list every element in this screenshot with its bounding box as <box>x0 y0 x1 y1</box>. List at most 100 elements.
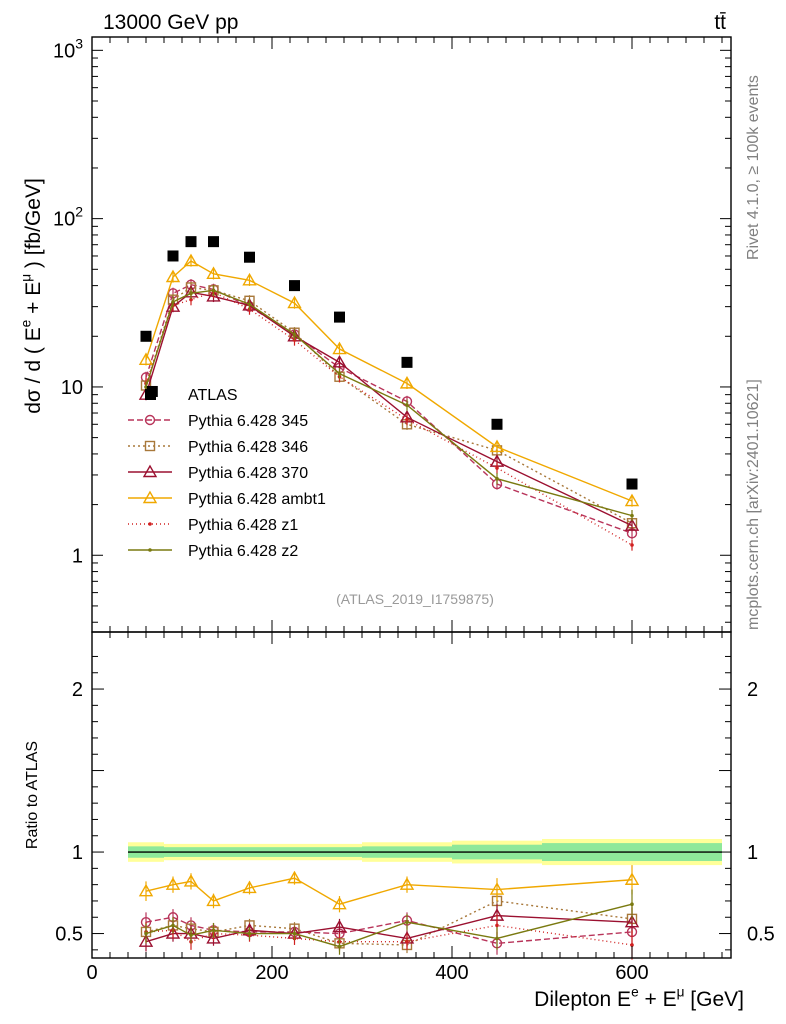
legend-marker <box>148 548 152 552</box>
series-marker <box>489 439 505 453</box>
ratio-y-tick-label-right: 0.5 <box>747 924 775 946</box>
ratio-marker <box>206 893 221 907</box>
y-axis-title: dσ / d ( Ee​ + Eμ​ ) [fb/GeV] <box>19 178 45 414</box>
series-marker <box>624 518 640 531</box>
ratio-y-tick-label-left: 2 <box>72 679 83 701</box>
ratio-marker <box>138 883 154 897</box>
legend-label: Pythia 6.428 345 <box>188 413 308 430</box>
series-marker <box>495 476 499 481</box>
legend-label: Pythia 6.428 z1 <box>188 517 298 534</box>
series-marker <box>337 371 342 376</box>
legend-marker <box>142 464 158 478</box>
ratio-marker <box>630 943 634 947</box>
ratio-marker <box>624 872 640 885</box>
data-point <box>167 250 179 262</box>
series-marker <box>165 299 181 312</box>
ratio-marker <box>287 870 302 884</box>
series-marker <box>495 466 499 470</box>
mcplots-label: mcplots.cern.ch [arXiv:2401.10621] <box>745 379 762 630</box>
ratio-y-tick-label-right: 1 <box>747 842 758 864</box>
ratio-marker <box>624 914 640 928</box>
y-tick-label: 102 <box>53 204 83 231</box>
ratio-marker <box>247 931 252 936</box>
ratio-y-tick-label-left: 1 <box>72 842 83 864</box>
analysis-id: (ATLAS_2019_I1759875) <box>336 591 494 607</box>
series-marker <box>171 300 175 304</box>
legend-label: Pythia 6.428 z2 <box>188 543 298 560</box>
series-marker <box>211 288 216 293</box>
series-marker <box>332 354 347 368</box>
ratio-marker <box>489 882 505 895</box>
ratio-marker <box>630 902 634 907</box>
legend-label: Pythia 6.428 370 <box>188 465 308 482</box>
series-marker <box>332 341 347 355</box>
data-point <box>208 236 219 248</box>
legend-label: Pythia 6.428 346 <box>188 439 308 456</box>
x-tick-label: 200 <box>255 962 288 984</box>
ratio-marker <box>211 928 216 933</box>
ratio-marker <box>171 923 175 928</box>
series-marker <box>399 375 415 389</box>
ratio-marker <box>337 944 342 949</box>
ratio-line-3 <box>145 877 633 905</box>
ratio-axis-title: Ratio to ATLAS <box>24 741 41 849</box>
data-point <box>244 251 255 263</box>
y-tick-label: 103 <box>53 35 83 62</box>
series-marker <box>624 493 640 507</box>
data-point <box>185 236 197 248</box>
legend-marker <box>144 440 156 452</box>
series-marker <box>405 403 409 407</box>
series-marker <box>165 269 181 283</box>
ratio-marker <box>183 873 199 887</box>
series-marker <box>287 295 302 309</box>
data-point <box>401 356 413 368</box>
ratio-line-5 <box>145 903 633 948</box>
ratio-marker <box>242 880 257 894</box>
x-tick-label: 400 <box>435 962 468 984</box>
ratio-marker <box>144 931 148 936</box>
data-point <box>140 330 152 342</box>
y-tick-label: 1 <box>72 545 83 567</box>
legend-marker <box>144 414 156 426</box>
series-line-3 <box>145 260 633 502</box>
ratio-marker <box>405 920 409 924</box>
legend-label-data: ATLAS <box>188 387 238 404</box>
series-marker <box>247 302 252 307</box>
y-tick-label: 10 <box>61 377 83 399</box>
x-tick-label: 0 <box>86 962 97 984</box>
series-marker <box>630 543 634 547</box>
legend-marker-data <box>145 389 156 400</box>
ratio-y-tick-label-left: 0.5 <box>55 924 83 946</box>
ratio-marker <box>292 931 297 936</box>
ratio-marker <box>189 933 193 937</box>
ratio-line-2 <box>145 914 633 943</box>
x-tick-label: 600 <box>615 962 648 984</box>
ratio-marker <box>206 931 221 944</box>
series-marker <box>138 352 154 365</box>
rivet-label: Rivet 4.1.0, ≥ 100k events <box>745 75 762 260</box>
series-marker <box>189 297 193 302</box>
data-point <box>626 478 638 490</box>
ratio-marker <box>399 877 415 890</box>
ratio-marker <box>138 934 154 947</box>
series-marker <box>630 513 634 518</box>
ratio-plot-frame <box>91 631 732 959</box>
series-marker <box>183 253 199 267</box>
data-point <box>289 280 300 292</box>
energy-label: 13000 GeV pp <box>103 11 238 34</box>
ratio-line-1 <box>145 900 633 946</box>
series-marker <box>242 272 257 286</box>
series-line-1 <box>145 286 633 524</box>
series-marker <box>292 332 297 337</box>
data-point <box>334 311 345 323</box>
ratio-marker <box>332 919 347 933</box>
x-axis-title: Dilepton Ee​ + Eμ​ [GeV] <box>534 985 744 1011</box>
series-marker <box>189 291 193 296</box>
ratio-marker <box>495 936 499 941</box>
ratio-marker <box>165 877 181 890</box>
legend-marker <box>148 522 152 526</box>
ratio-y-tick-label-right: 2 <box>747 679 758 701</box>
process-label: tt̄ <box>714 11 726 34</box>
legend-marker <box>142 490 158 504</box>
